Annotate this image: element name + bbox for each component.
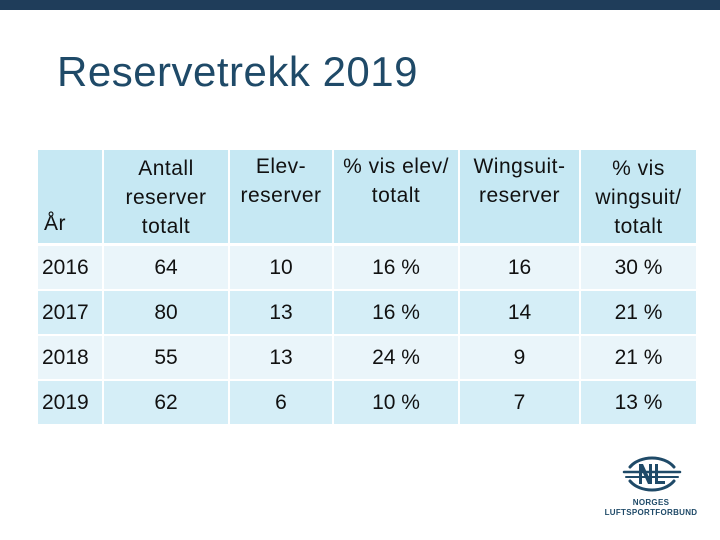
table-row: 2018 55 13 24 % 9 21 % [38,334,696,380]
cell-wingsuit-pct: 13 % [580,379,696,424]
logo-text-line1: NORGES [632,498,670,507]
cell-wingsuit-pct: 21 % [580,334,696,380]
table-header-row: År Antall reserver totalt Elev- reserver… [38,150,696,245]
table-row: 2017 80 13 16 % 14 21 % [38,289,696,335]
cell-total: 80 [103,289,230,335]
cell-wingsuit: 16 [459,243,581,290]
cell-student: 13 [229,334,334,380]
cell-student-pct: 16 % [333,243,460,290]
header-student-percent: % vis elev/ totalt [333,150,460,245]
cell-year: 2018 [38,334,104,380]
logo-text-line2: LUFTSPORTFORBUND [604,508,698,517]
cell-student-pct: 24 % [333,334,460,380]
table-row: 2019 62 6 10 % 7 13 % [38,379,696,424]
cell-year: 2019 [38,379,104,424]
cell-wingsuit: 7 [459,379,581,424]
cell-wingsuit-pct: 21 % [580,289,696,335]
cell-student-pct: 16 % [333,289,460,335]
cell-year: 2017 [38,289,104,335]
top-accent-bar [0,0,720,10]
header-student-reserves: Elev- reserver [229,150,334,245]
cell-total: 64 [103,243,230,290]
cell-student: 13 [229,289,334,335]
reserve-table: År Antall reserver totalt Elev- reserver… [38,150,696,424]
table-row: 2016 64 10 16 % 16 30 % [38,243,696,290]
cell-wingsuit-pct: 30 % [580,243,696,290]
cell-wingsuit: 9 [459,334,581,380]
header-year: År [38,150,104,245]
cell-total: 55 [103,334,230,380]
header-wingsuit-percent: % vis wingsuit/ totalt [580,150,696,245]
cell-total: 62 [103,379,230,424]
nlf-emblem-icon [622,456,682,492]
cell-wingsuit: 14 [459,289,581,335]
header-wingsuit-reserves: Wingsuit- reserver [459,150,581,245]
slide-title: Reservetrekk 2019 [57,48,419,95]
header-total-reserves: Antall reserver totalt [103,150,230,245]
cell-year: 2016 [38,243,104,290]
nlf-logo: NORGES LUFTSPORTFORBUND [594,452,708,522]
cell-student-pct: 10 % [333,379,460,424]
cell-student: 10 [229,243,334,290]
cell-student: 6 [229,379,334,424]
